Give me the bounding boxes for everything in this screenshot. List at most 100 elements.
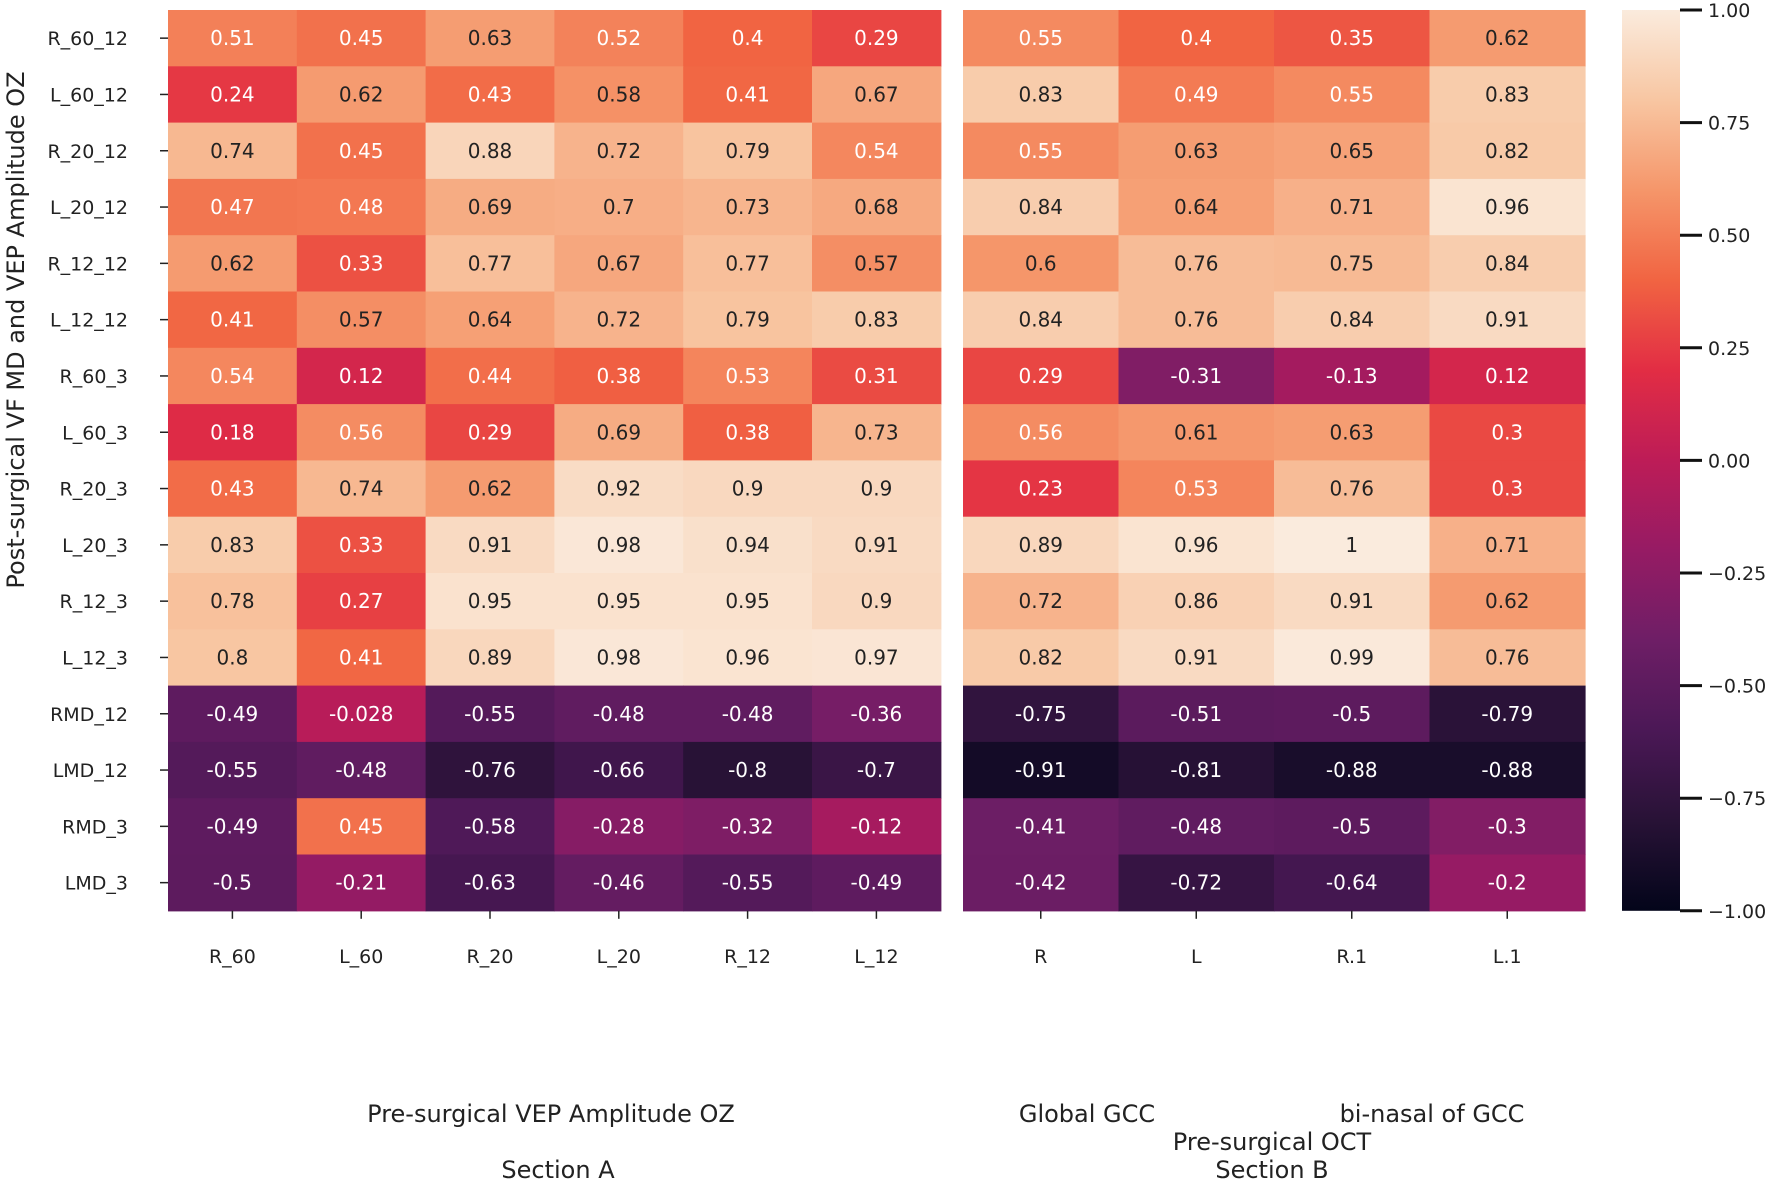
heatmap-cell — [168, 347, 298, 405]
cell-value-label: 0.98 — [597, 645, 642, 669]
cell-value-label: 0.65 — [1329, 139, 1374, 163]
cell-value-label: 1 — [1345, 533, 1358, 557]
cell-value-label: -0.48 — [722, 702, 774, 726]
heatmap-cell — [812, 122, 942, 180]
cell-value-label: 0.9 — [732, 477, 764, 501]
cell-value-label: 0.44 — [468, 364, 513, 388]
heatmap-cell — [683, 629, 813, 687]
heatmap-cell — [963, 66, 1120, 124]
colorbar-tick-label: −0.50 — [1708, 676, 1766, 698]
heatmap-cell — [554, 460, 684, 518]
cell-value-label: 0.56 — [1018, 420, 1063, 444]
cell-value-label: 0.29 — [1018, 364, 1063, 388]
y-tick-label: LMD_12 — [53, 760, 128, 782]
heatmap-cell — [683, 404, 813, 461]
heatmap-cell — [1274, 66, 1431, 124]
cell-value-label: 0.43 — [468, 82, 513, 106]
heatmap-cell — [812, 460, 942, 518]
cell-value-label: 0.6 — [1025, 251, 1057, 275]
heatmap-cell — [1274, 10, 1431, 67]
heatmap-cell — [963, 854, 1120, 912]
heatmap-cell — [554, 629, 684, 687]
cell-value-label: 0.62 — [1485, 589, 1530, 613]
heatmap-cell — [168, 66, 298, 124]
heatmap-cell — [554, 741, 684, 799]
cell-value-label: -0.76 — [464, 758, 516, 782]
heatmap-cell — [425, 741, 555, 799]
cell-value-label: 0.64 — [468, 308, 513, 332]
heatmap-cell — [296, 178, 427, 236]
cell-value-label: 0.73 — [725, 195, 770, 219]
heatmap-cell — [683, 798, 813, 856]
heatmap-cell — [425, 460, 555, 518]
y-axis-label: Post-surgical VF MD and VEP Amplitude OZ — [2, 71, 30, 588]
heatmap-cell — [168, 516, 298, 574]
heatmap-cell — [683, 516, 813, 574]
cell-value-label: 0.95 — [468, 589, 513, 613]
row-labels: R_60_12 L_60_12 R_20_12 L_20_12 R_12_12 L_12_… — [47, 28, 168, 895]
colorbar-tick-label: 0.25 — [1708, 338, 1750, 360]
cell-value-label: 0.86 — [1174, 589, 1219, 613]
heatmap-cell — [296, 404, 427, 461]
cell-value-label: 0.69 — [597, 420, 642, 444]
heatmap-cell — [1274, 573, 1431, 630]
heatmap-cell — [1429, 347, 1586, 405]
cell-value-label: 0.72 — [597, 308, 642, 332]
heatmap-cell — [554, 122, 684, 180]
cell-value-label: 0.96 — [1174, 533, 1219, 557]
heatmap-cell — [1429, 10, 1586, 67]
cell-value-label: 0.35 — [1329, 26, 1374, 50]
cell-value-label: 0.62 — [339, 82, 384, 106]
heatmap-cell — [554, 685, 684, 743]
heatmap-cell — [812, 573, 942, 630]
cell-value-label: 0.38 — [597, 364, 642, 388]
heatmap-cell — [554, 854, 684, 912]
heatmap-cell — [296, 854, 427, 912]
cell-value-label: -0.5 — [213, 871, 252, 895]
cell-value-label: 0.83 — [1018, 82, 1063, 106]
heatmap-cell — [1118, 685, 1275, 743]
cell-value-label: -0.55 — [722, 871, 774, 895]
cell-value-label: 0.9 — [860, 477, 892, 501]
section-b-x-axis-label: Pre-surgical OCT — [1173, 1128, 1372, 1156]
heatmap-cell — [168, 460, 298, 518]
cell-value-label: 0.84 — [1329, 308, 1374, 332]
y-tick-label: R_20_12 — [47, 141, 128, 163]
heatmap-cell — [963, 685, 1120, 743]
cell-value-label: -0.75 — [1015, 702, 1067, 726]
cell-value-label: 0.76 — [1174, 251, 1219, 275]
heatmap-cell — [554, 235, 684, 293]
heatmap-cell — [683, 10, 813, 67]
cell-value-label: 0.72 — [1018, 589, 1063, 613]
cell-value-label: -0.48 — [1170, 814, 1222, 838]
cell-value-label: -0.5 — [1332, 702, 1371, 726]
cell-value-label: -0.63 — [464, 871, 516, 895]
cell-value-label: 0.45 — [339, 139, 384, 163]
cell-value-label: 0.58 — [597, 82, 642, 106]
heatmap-cell — [1429, 178, 1586, 236]
heatmap-cell — [683, 854, 813, 912]
y-tick-label: RMD_12 — [50, 704, 128, 726]
heatmap-cell — [554, 347, 684, 405]
heatmap-cell — [683, 291, 813, 349]
x-tick-label: L_60 — [339, 946, 383, 968]
colorbar-tick-label: 0.50 — [1708, 225, 1750, 247]
cell-value-label: -0.2 — [1488, 871, 1527, 895]
y-tick-label: R_12_3 — [60, 591, 128, 613]
heatmap-cell — [963, 178, 1120, 236]
cell-value-label: 0.95 — [725, 589, 770, 613]
colorbar-gradient — [1622, 10, 1680, 911]
heatmap-cell — [1274, 291, 1431, 349]
heatmap-cell — [1274, 629, 1431, 687]
heatmap-cell — [812, 516, 942, 574]
heatmap-cell — [168, 741, 298, 799]
colorbar-tick-label: 0.00 — [1708, 450, 1750, 472]
heatmap-cell — [1118, 10, 1275, 67]
heatmap-cell — [1274, 347, 1431, 405]
heatmap-cell — [425, 854, 555, 912]
cell-value-label: 0.63 — [468, 26, 513, 50]
cell-value-label: 0.8 — [216, 645, 248, 669]
x-tick-label: L_20 — [597, 946, 641, 968]
cell-value-label: 0.3 — [1491, 420, 1523, 444]
